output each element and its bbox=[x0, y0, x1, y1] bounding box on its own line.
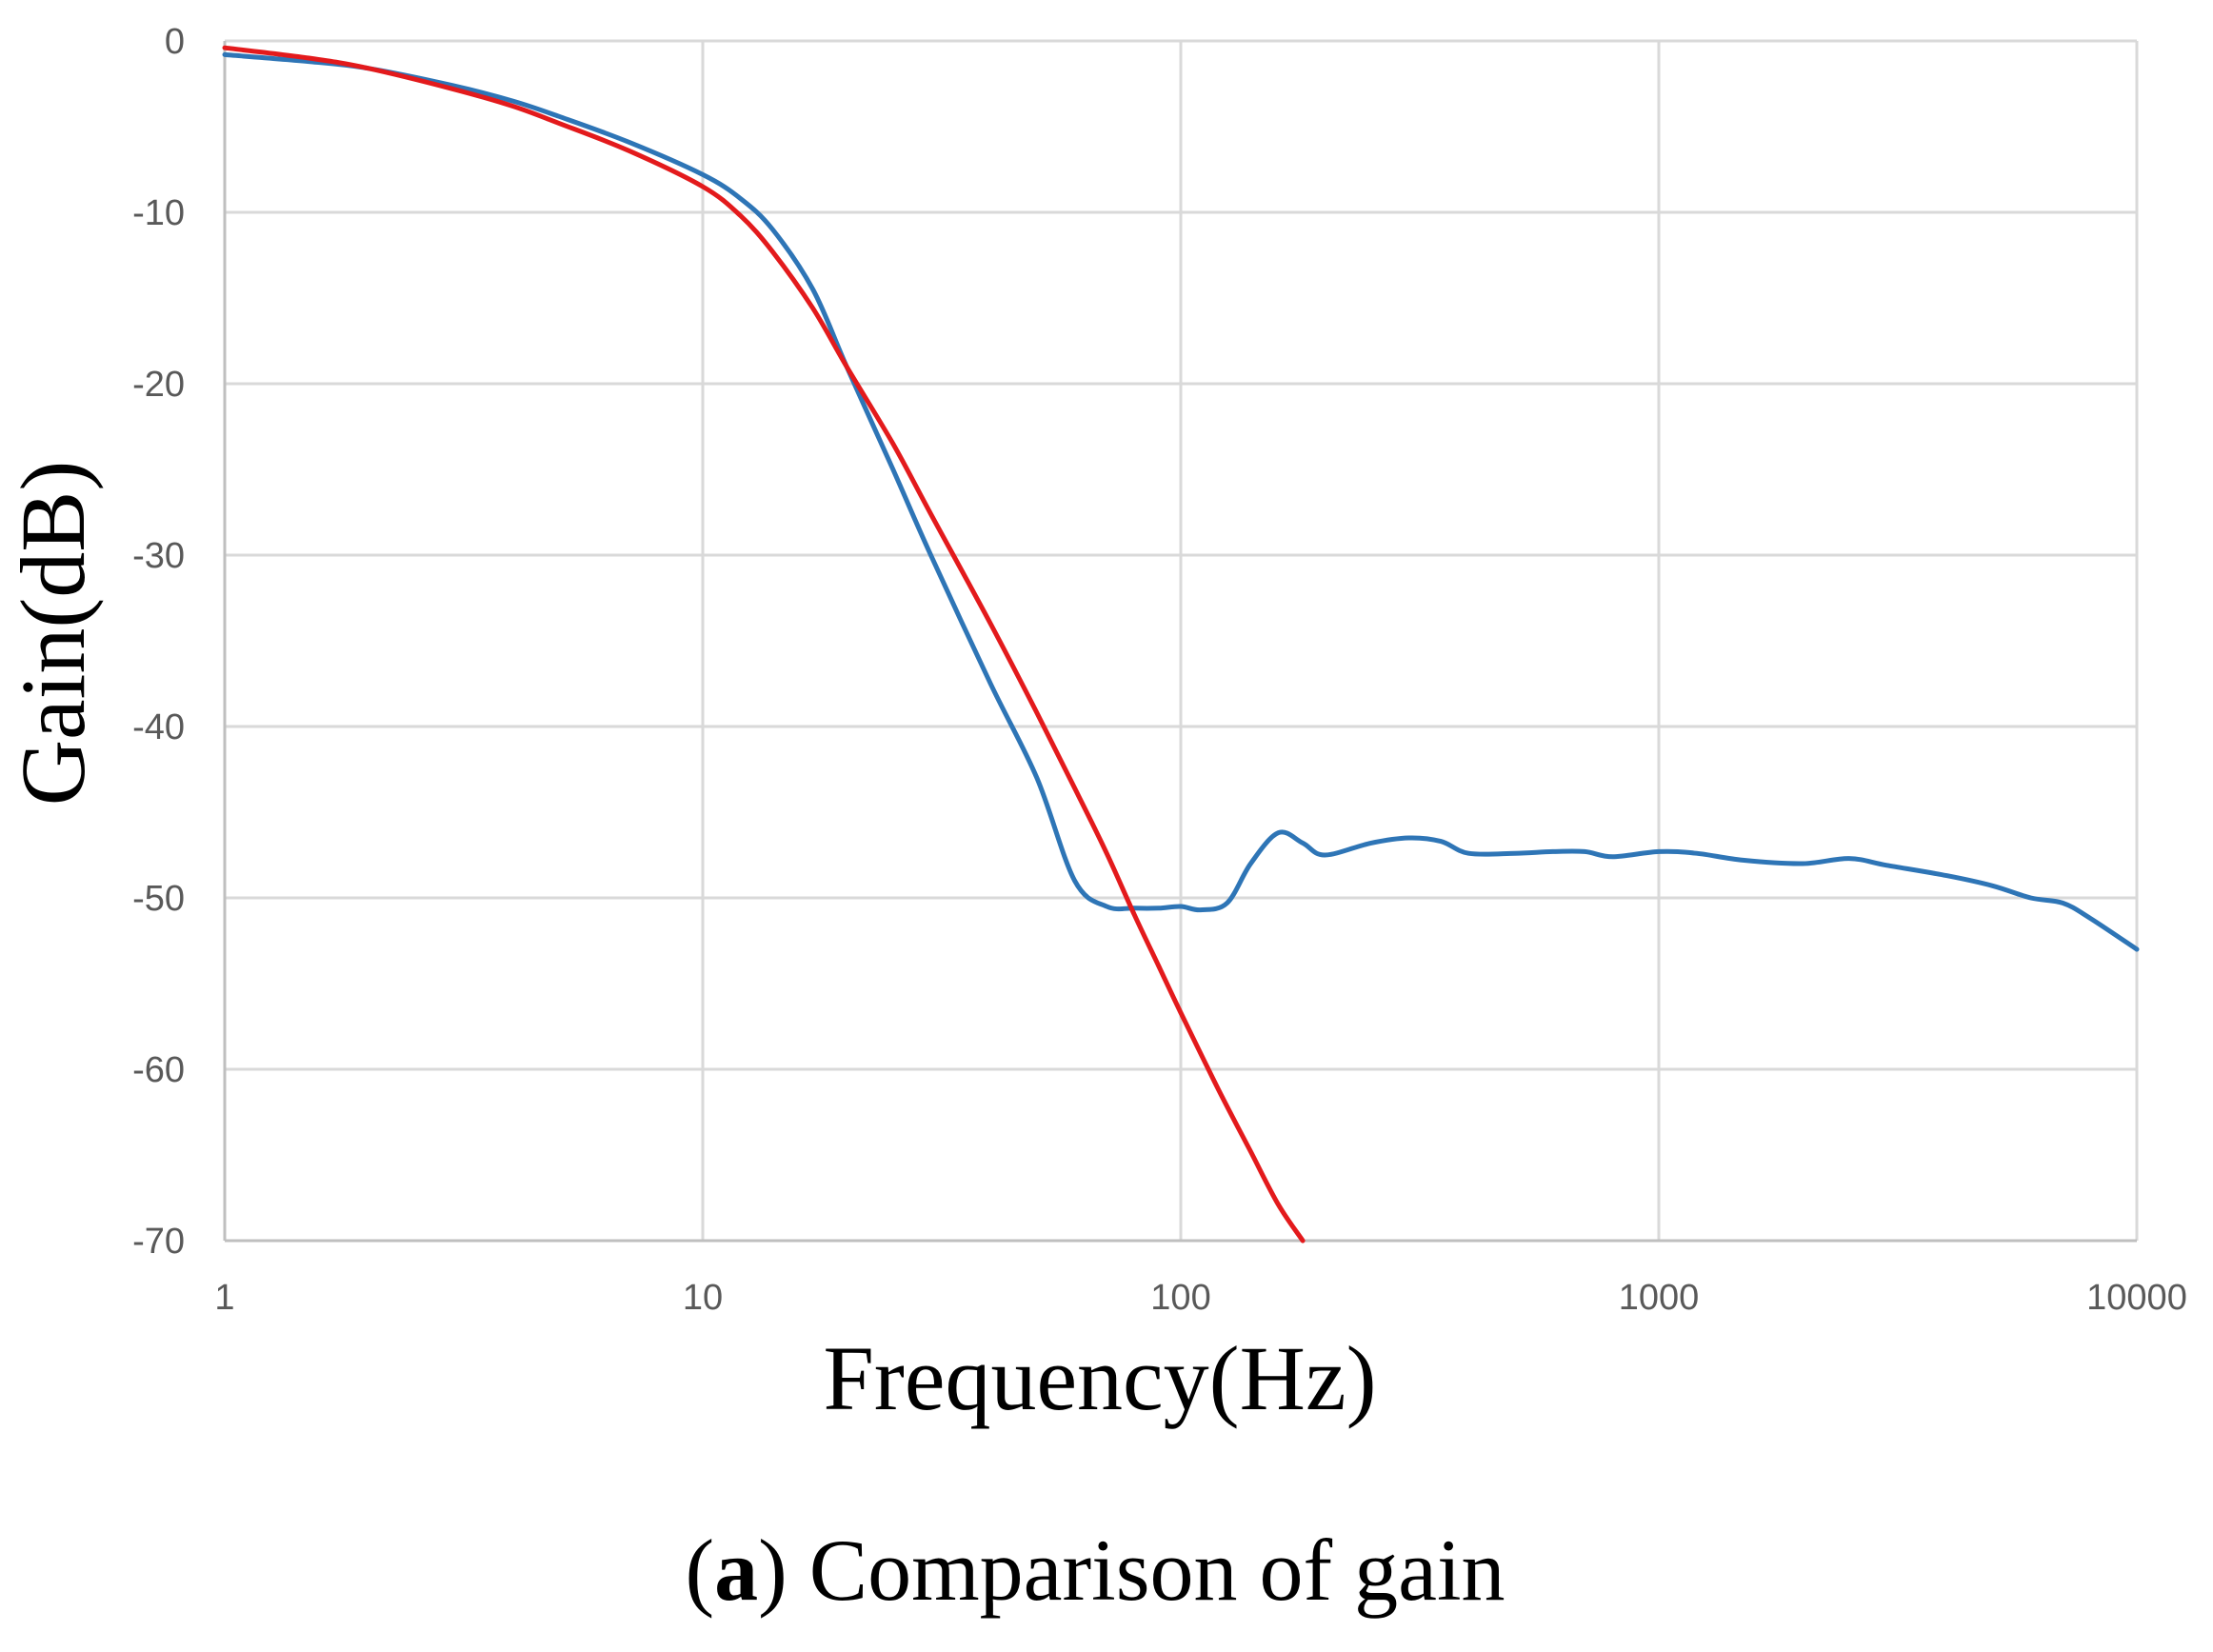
figure-caption: (a) Comparison of gain bbox=[685, 1522, 1505, 1619]
y-tick-label: -60 bbox=[132, 1050, 185, 1090]
y-tick-label: -50 bbox=[132, 879, 185, 919]
caption-label: a bbox=[714, 1522, 758, 1619]
grid bbox=[225, 39, 2139, 1241]
y-tick-label: -10 bbox=[132, 193, 185, 233]
x-tick-label: 10000 bbox=[2086, 1278, 2187, 1318]
caption-open-paren: ( bbox=[685, 1522, 714, 1619]
caption-close-paren: ) bbox=[758, 1522, 788, 1619]
caption-text: Comparison of gain bbox=[809, 1522, 1505, 1619]
x-axis-title: Frequency(Hz) bbox=[823, 1327, 1376, 1429]
y-tick-label: -20 bbox=[132, 365, 185, 405]
x-tick-label: 10 bbox=[683, 1278, 723, 1318]
y-tick-label: -30 bbox=[132, 536, 185, 576]
y-tick-label: -70 bbox=[132, 1222, 185, 1262]
y-axis-title: Gain(dB) bbox=[2, 461, 104, 806]
axes bbox=[223, 41, 2137, 1243]
y-tick-label: 0 bbox=[165, 22, 185, 62]
series-lines bbox=[222, 45, 2140, 1244]
x-tick-label: 1 bbox=[214, 1278, 234, 1318]
tick-labels: 0 -10 -20 -30 -40 -50 -60 -70 1 10 100 1000 10000 bbox=[132, 22, 2187, 1318]
series-line-model bbox=[222, 45, 1306, 1244]
x-tick-label: 100 bbox=[1150, 1278, 1210, 1318]
y-tick-label: -40 bbox=[132, 707, 185, 747]
x-tick-label: 1000 bbox=[1619, 1278, 1700, 1318]
series-line-measured bbox=[222, 51, 2140, 952]
